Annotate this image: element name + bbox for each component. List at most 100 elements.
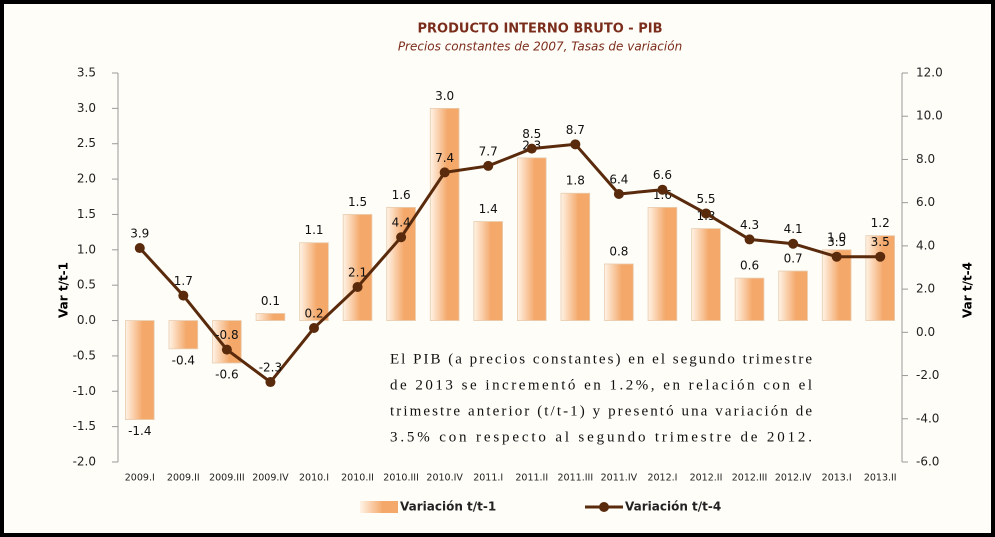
y2-tick-label: 4.0 (916, 238, 935, 252)
line-marker (657, 184, 668, 195)
y2-tick-label: 2.0 (916, 282, 935, 296)
line-marker (265, 377, 276, 388)
bar (691, 228, 721, 321)
line-marker (396, 232, 407, 243)
line-series (138, 142, 881, 385)
bar-value-label: 0.1 (261, 294, 280, 308)
line-marker (526, 143, 537, 154)
line-value-label: -0.8 (215, 328, 238, 342)
line-marker (875, 251, 886, 262)
bar-value-label: 1.1 (304, 223, 323, 237)
line-value-label: 7.4 (435, 151, 454, 165)
x-tick-label: 2009.II (167, 473, 200, 484)
line-value-label: 0.2 (304, 307, 323, 321)
chart-title: PRODUCTO INTERNO BRUTO - PIB (418, 22, 663, 37)
bar (778, 270, 808, 321)
bar-value-label: 1.5 (348, 195, 367, 209)
x-tick-label: 2011.III (558, 473, 594, 484)
line-marker (221, 344, 232, 355)
bar-value-label: -0.4 (172, 353, 195, 367)
line-value-label: 3.5 (827, 235, 846, 249)
y2-tick-label: 8.0 (916, 152, 935, 166)
line-value-label: 7.7 (479, 144, 498, 158)
line-value-label: 3.9 (130, 227, 149, 241)
y2-tick-label: 0.0 (916, 325, 935, 339)
bar (299, 242, 329, 321)
line-marker (134, 243, 145, 254)
bar-value-label: 1.2 (871, 216, 890, 230)
line-marker (178, 290, 189, 301)
line-marker (788, 238, 799, 249)
legend-label: Variación t/t-4 (625, 500, 721, 514)
y2-axis-label: Var t/t-4 (961, 262, 975, 318)
bar-value-label: -0.6 (215, 367, 238, 381)
bar-value-label: 1.4 (479, 202, 498, 216)
bar-value-label: 1.6 (392, 188, 411, 202)
y-tick-label: -0.5 (73, 348, 96, 362)
line-marker (483, 160, 494, 171)
line-value-label: -2.3 (259, 361, 282, 375)
x-tick-label: 2012.IV (775, 473, 812, 484)
bar-value-label: 1.0 (827, 230, 846, 244)
bar-value-label: 0.7 (784, 252, 803, 266)
bar (342, 214, 373, 321)
legend-swatch (360, 501, 398, 513)
x-tick-label: 2010.II (341, 473, 374, 484)
annotation-line: 3.5% con respecto al segundo trimestre d… (390, 429, 812, 445)
y-tick-label: 3.5 (77, 66, 96, 80)
x-tick-label: 2009.IV (252, 473, 289, 484)
line-value-label: 8.5 (522, 127, 541, 141)
chart-subtitle: Precios constantes de 2007, Tasas de var… (398, 40, 682, 54)
line-value-label: 2.1 (348, 265, 367, 279)
x-tick-label: 2012.II (690, 473, 723, 484)
y2-tick-label: 12.0 (916, 66, 943, 80)
line-value-label: 1.7 (174, 274, 193, 288)
y-tick-label: 0.0 (77, 313, 96, 327)
bar-value-label: 0.8 (609, 244, 628, 258)
bar (168, 320, 199, 350)
y2-tick-label: -6.0 (916, 455, 939, 469)
x-tick-label: 2012.III (732, 473, 768, 484)
bar (865, 235, 895, 321)
bar (560, 192, 591, 321)
line-marker (570, 139, 581, 150)
line-value-label: 4.1 (784, 222, 803, 236)
y-tick-label: 2.0 (77, 172, 96, 186)
bar (604, 263, 634, 321)
x-tick-label: 2009.I (125, 473, 155, 484)
x-tick-label: 2011.IV (601, 473, 638, 484)
bar (473, 221, 503, 321)
x-tick-label: 2013.I (822, 473, 852, 484)
line-value-label: 6.6 (653, 168, 672, 182)
y-tick-label: -2.0 (73, 455, 96, 469)
line-marker (831, 251, 842, 262)
x-tick-label: 2011.I (473, 473, 503, 484)
y-tick-label: -1.0 (73, 384, 96, 398)
line-marker (439, 167, 450, 178)
bar (386, 206, 416, 321)
x-tick-label: 2013.II (864, 473, 897, 484)
line-marker (352, 281, 363, 292)
x-tick-label: 2010.IV (426, 473, 463, 484)
bar (647, 206, 678, 321)
line-value-label: 4.3 (740, 218, 759, 232)
x-tick-label: 2012.I (647, 473, 677, 484)
bar (517, 157, 547, 321)
y2-tick-label: -2.0 (916, 368, 939, 382)
line-value-label: 8.7 (566, 123, 585, 137)
y-tick-label: 1.0 (77, 242, 96, 256)
bar (125, 320, 155, 420)
bar-value-label: 0.6 (740, 259, 759, 273)
bar-value-label: 1.8 (566, 174, 585, 188)
bar-value-label: 3.0 (435, 89, 454, 103)
y2-tick-label: 10.0 (916, 109, 943, 123)
line-marker (309, 323, 319, 334)
y2-tick-label: -4.0 (916, 411, 939, 425)
bar (734, 277, 765, 321)
line-value-label: 4.4 (392, 216, 411, 230)
line-value-label: 6.4 (609, 173, 628, 187)
legend-marker (599, 502, 609, 512)
y-tick-label: 3.0 (77, 101, 96, 115)
y-tick-label: 0.5 (77, 278, 96, 292)
